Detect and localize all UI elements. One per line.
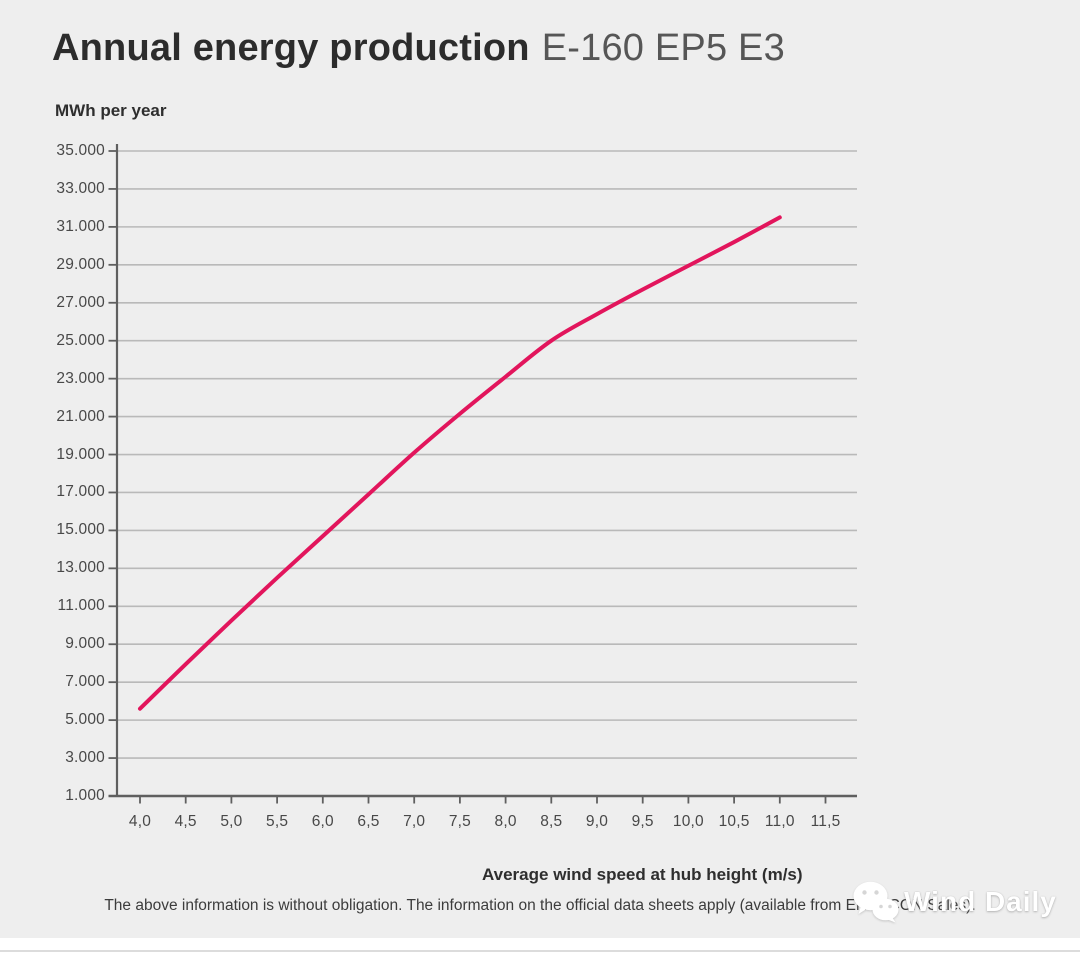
x-tick-label: 10,0	[672, 813, 704, 830]
aep-curve	[138, 215, 782, 711]
x-tick-label: 4,0	[128, 813, 152, 830]
y-tick-label: 21.000	[56, 407, 105, 425]
y-tick-label: 13.000	[56, 559, 105, 577]
x-tick-label: 7,0	[403, 813, 426, 830]
y-axis-title: MWh per year	[55, 101, 167, 120]
y-tick-label: 23.000	[56, 369, 105, 387]
x-tick-label: 10,5	[718, 813, 750, 830]
y-tick-label: 35.000	[56, 142, 105, 159]
page-title-model: E-160 EP5 E3	[541, 27, 785, 69]
y-tick-label: 31.000	[56, 217, 105, 235]
x-tick-label: 7,5	[448, 813, 471, 830]
y-tick-label: 33.000	[56, 179, 105, 197]
x-tick-label: 5,0	[220, 813, 243, 830]
y-tick-label: 11.000	[57, 597, 105, 615]
y-tick-label: 9.000	[65, 635, 105, 653]
y-tick-label: 25.000	[56, 331, 105, 349]
x-tick-label: 6,0	[311, 813, 334, 830]
x-tick-label: 6,5	[357, 813, 380, 830]
y-tick-label: 1.000	[65, 787, 105, 804]
y-tick-label: 15.000	[56, 521, 105, 539]
x-tick-label: 8,5	[540, 813, 563, 830]
disclaimer-text: The above information is without obligat…	[104, 897, 976, 914]
y-tick-label: 17.000	[56, 483, 105, 501]
y-tick-label: 27.000	[56, 293, 105, 311]
x-tick-label: 9,5	[631, 813, 654, 830]
x-tick-label: 8,0	[494, 813, 517, 830]
x-tick-label: 9,0	[585, 813, 609, 830]
page-title-main: Annual energy production	[52, 27, 530, 69]
y-tick-label: 5.000	[65, 711, 105, 729]
bottom-divider	[0, 950, 1080, 952]
x-tick-label: 4,5	[174, 813, 197, 830]
y-tick-label: 19.000	[56, 445, 105, 463]
y-tick-label: 7.000	[65, 673, 105, 691]
x-axis-title: Average wind speed at hub height (m/s)	[482, 865, 803, 884]
y-tick-label: 29.000	[56, 255, 105, 273]
x-tick-label: 11,0	[764, 813, 795, 830]
bottom-strip	[0, 938, 1080, 957]
page-title: Annual energy production E-160 EP5 E3	[52, 26, 785, 70]
x-tick-label: 11,5	[810, 813, 841, 830]
x-tick-label: 5,5	[266, 813, 289, 830]
y-tick-label: 3.000	[65, 749, 105, 767]
